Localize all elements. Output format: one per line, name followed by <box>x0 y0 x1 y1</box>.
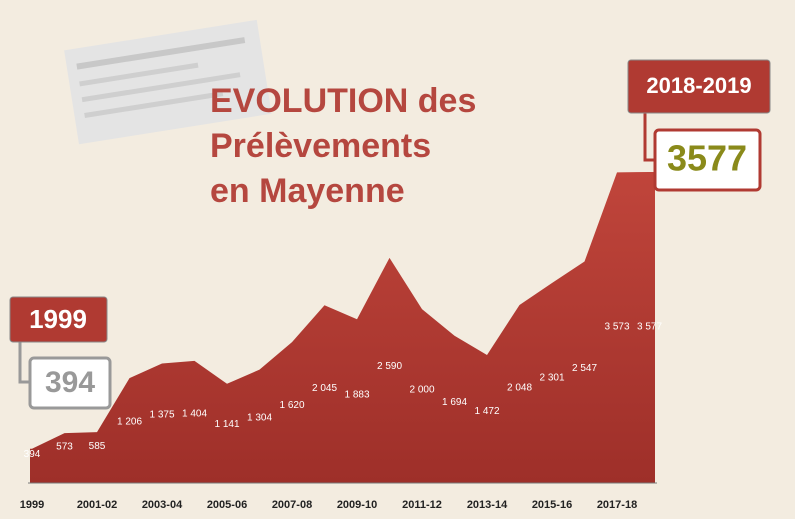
callout-value: 3577 <box>667 138 747 179</box>
data-label: 3 573 <box>604 322 629 333</box>
callout-box <box>28 356 112 410</box>
x-tick-label: 2013-14 <box>467 499 508 511</box>
x-tick-label: 2001-02 <box>77 499 117 511</box>
x-tick-label: 2003-04 <box>142 499 183 511</box>
data-label: 2 045 <box>312 383 337 394</box>
data-label: 2 048 <box>507 383 532 394</box>
data-label: 1 141 <box>214 419 239 430</box>
x-tick-label: 2005-06 <box>207 499 247 511</box>
document-image <box>64 19 272 145</box>
callout-value: 394 <box>45 366 95 399</box>
data-label: 1 375 <box>149 410 174 421</box>
data-label: 1 404 <box>182 408 207 419</box>
callout-box <box>653 128 762 192</box>
x-tick-label: 2011-12 <box>402 499 442 511</box>
x-tick-label: 2007-08 <box>272 499 312 511</box>
x-tick-label: 2017-18 <box>597 499 637 511</box>
callout-label: 1999 <box>29 304 87 334</box>
callout-label: 2018-2019 <box>646 73 751 98</box>
x-tick-label: 2015-16 <box>532 499 572 511</box>
callout-box <box>627 59 771 114</box>
x-tick-label: 2009-10 <box>337 499 377 511</box>
callout-box <box>9 296 108 343</box>
data-label: 1 206 <box>117 416 142 427</box>
data-label: 2 301 <box>539 373 564 384</box>
x-tick-label: 1999 <box>20 499 44 511</box>
data-label: 2 547 <box>572 363 597 374</box>
title-line: en Mayenne <box>210 172 405 210</box>
data-label: 585 <box>89 441 106 452</box>
data-label: 1 620 <box>279 400 304 411</box>
data-label: 1 304 <box>247 412 272 423</box>
data-label: 573 <box>56 442 73 453</box>
data-label: 2 590 <box>377 361 402 372</box>
data-label: 1 883 <box>344 389 369 400</box>
title-line: EVOLUTION des <box>210 82 476 120</box>
connector <box>643 113 655 162</box>
area <box>30 172 655 483</box>
data-label: 1 472 <box>474 406 499 417</box>
data-label: 2 000 <box>409 385 434 396</box>
data-label: 3 577 <box>637 322 662 333</box>
data-label: 1 694 <box>442 397 467 408</box>
connector <box>18 342 30 384</box>
title-line: Prélèvements <box>210 127 431 165</box>
data-label: 394 <box>24 449 41 460</box>
